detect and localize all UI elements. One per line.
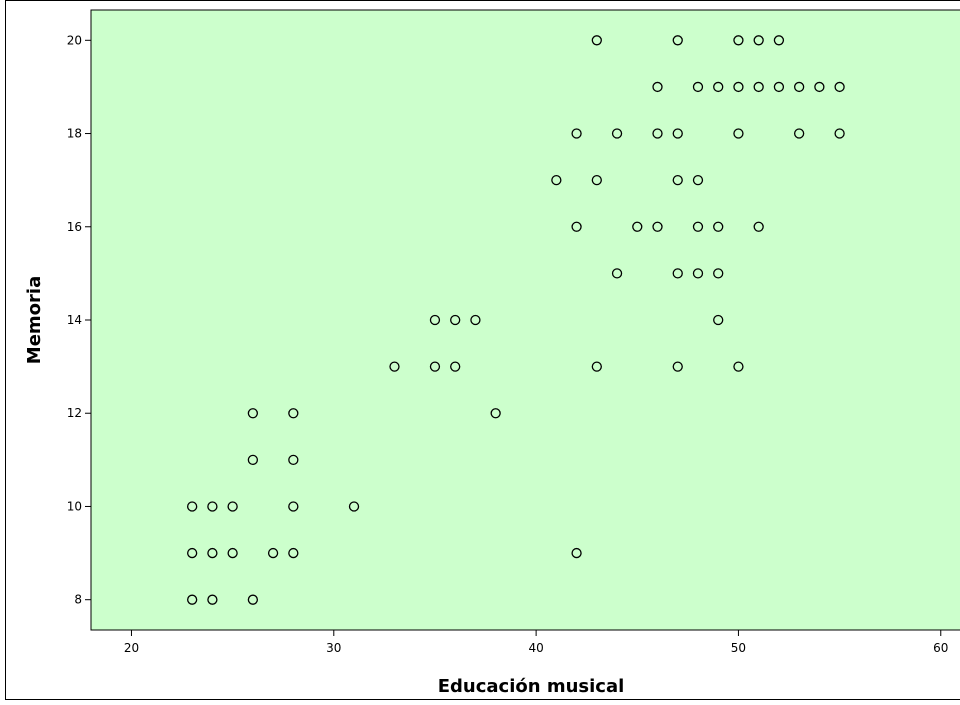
x-tick-label: 40 (528, 641, 543, 655)
y-tick-label: 14 (67, 313, 82, 327)
y-tick-label: 12 (67, 406, 82, 420)
x-tick-label: 20 (124, 641, 139, 655)
x-axis-title: Educación musical (438, 676, 625, 697)
y-tick-label: 18 (67, 127, 82, 141)
y-axis-title: Memoria (24, 276, 45, 364)
x-tick-label: 60 (933, 641, 948, 655)
y-tick-label: 16 (67, 220, 82, 234)
plot-area (91, 10, 960, 630)
y-tick-label: 8 (74, 593, 82, 607)
x-tick-label: 50 (731, 641, 746, 655)
y-tick-label: 20 (67, 33, 82, 47)
x-tick-label: 30 (326, 641, 341, 655)
y-tick-label: 10 (67, 499, 82, 513)
